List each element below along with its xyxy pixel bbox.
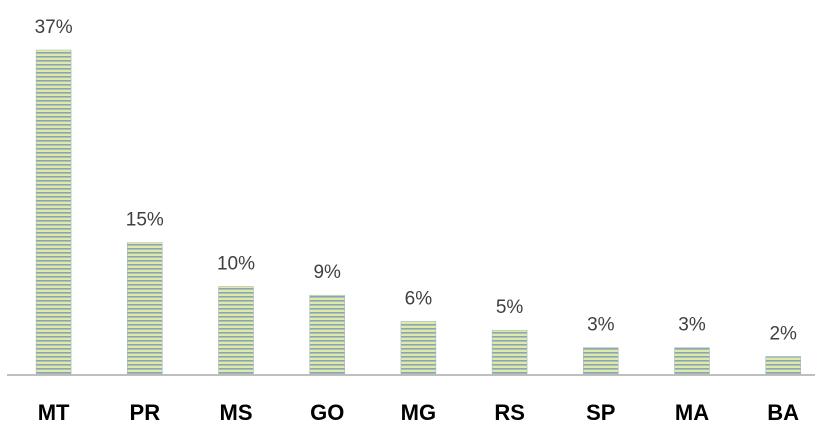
bar (674, 347, 710, 375)
bar (491, 329, 528, 375)
x-tick-label: PR (130, 400, 161, 425)
bar (309, 294, 345, 375)
x-tick-label: MA (675, 400, 709, 425)
data-label: 3% (587, 315, 615, 336)
bar (583, 347, 619, 375)
bar (35, 49, 72, 375)
data-label: 9% (313, 262, 341, 283)
bar (218, 286, 254, 375)
bar (127, 242, 163, 375)
x-tick-label: SP (586, 400, 615, 425)
data-label: 2% (769, 324, 797, 345)
data-label: 3% (678, 315, 706, 336)
x-tick-label: MS (220, 400, 253, 425)
bar (765, 356, 801, 375)
x-tick-label: BA (767, 400, 799, 425)
x-tick-label: MT (38, 400, 70, 425)
data-label: 37% (35, 17, 73, 38)
x-tick-label: RS (494, 400, 525, 425)
data-label: 6% (405, 288, 433, 309)
x-tick-label: GO (310, 400, 344, 425)
data-label: 15% (126, 210, 164, 231)
data-label: 10% (217, 253, 255, 274)
bar (400, 321, 437, 375)
data-label: 5% (496, 297, 524, 318)
x-tick-label: MG (401, 400, 436, 425)
